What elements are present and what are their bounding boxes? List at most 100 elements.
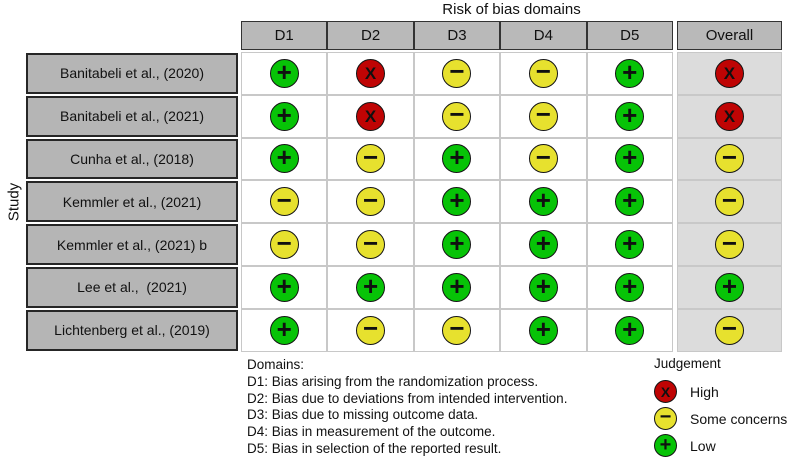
judgement-symbol: + <box>622 142 638 173</box>
judgement-legend: Judgement X High − Some concerns + Low <box>654 356 787 459</box>
column-header-d2: D2 <box>327 21 414 50</box>
judgement-cell: − <box>241 223 328 266</box>
judgement-cell: − <box>413 308 501 352</box>
footnote-line-d5: D5: Bias in selection of the reported re… <box>247 440 502 456</box>
judgement-circle-concerns: − <box>714 315 744 345</box>
judgement-circle-low: + <box>528 270 558 302</box>
judgement-cell: + <box>413 137 501 181</box>
judgement-circle-low: + <box>442 187 472 217</box>
judgement-circle-concerns: − <box>528 99 558 131</box>
judgement-symbol: + <box>535 185 551 216</box>
judgement-symbol: + <box>276 99 292 130</box>
judgement-symbol: + <box>449 142 465 173</box>
judgement-symbol: − <box>449 99 465 130</box>
judgement-cell: + <box>241 265 328 309</box>
judgement-cell: + <box>500 223 587 266</box>
legend-title: Judgement <box>654 356 721 371</box>
judgement-cell: + <box>586 180 673 224</box>
judgement-circle-low: + <box>442 272 472 302</box>
judgement-circle-concerns: − <box>442 315 472 345</box>
judgement-circle-concerns: − <box>714 227 744 260</box>
judgement-cell: + <box>586 308 673 352</box>
y-axis-label: Study <box>5 182 23 222</box>
judgement-cell: + <box>676 265 782 309</box>
judgement-symbol: − <box>362 141 379 172</box>
judgement-symbol: − <box>276 184 292 215</box>
judgement-circle-low: + <box>356 272 386 302</box>
judgement-circle-high: X <box>654 380 677 403</box>
column-header-d3: D3 <box>413 21 501 50</box>
legend-item-low: + Low <box>654 432 787 459</box>
judgement-symbol: X <box>723 106 736 126</box>
judgement-symbol: − <box>362 227 379 258</box>
judgement-symbol: X <box>364 106 377 126</box>
judgement-circle-concerns: − <box>269 230 299 260</box>
footnote-line-d4: D4: Bias in measurement of the outcome. <box>247 424 496 440</box>
judgement-symbol: + <box>449 228 465 259</box>
judgement-cell: + <box>413 223 501 266</box>
judgement-symbol: + <box>535 270 551 301</box>
judgement-circle-concerns: − <box>654 407 677 430</box>
judgement-circle-concerns: − <box>714 144 744 174</box>
judgement-symbol: − <box>535 141 551 172</box>
chart-title: Risk of bias domains <box>442 1 581 18</box>
judgement-symbol: + <box>535 313 551 344</box>
legend-item-high: X High <box>654 378 787 405</box>
judgement-circle-low: + <box>615 142 645 174</box>
judgement-circle-high: X <box>714 101 744 131</box>
legend-item-label: High <box>690 383 719 400</box>
footnote-line-d2: D2: Bias due to deviations from intended… <box>247 390 568 406</box>
column-header-overall: Overall <box>676 21 782 50</box>
judgement-cell: − <box>500 94 587 138</box>
judgement-circle-concerns: − <box>356 141 386 174</box>
judgement-symbol: X <box>660 383 671 400</box>
judgement-symbol: − <box>362 313 379 344</box>
judgement-symbol: + <box>622 185 638 216</box>
column-header-d4: D4 <box>500 21 587 50</box>
judgement-circle-low: + <box>528 313 558 345</box>
judgement-circle-low: + <box>269 313 299 345</box>
judgement-circle-high: X <box>356 101 386 131</box>
judgement-cell: − <box>500 137 587 181</box>
judgement-circle-low: + <box>269 142 299 174</box>
study-label: Lichtenberg et al., (2019) <box>26 309 238 351</box>
judgement-symbol: + <box>535 228 551 259</box>
column-header-d1: D1 <box>241 21 328 50</box>
judgement-circle-low: + <box>269 58 299 88</box>
judgement-symbol: − <box>721 227 738 258</box>
judgement-cell: − <box>676 308 782 352</box>
judgement-circle-concerns: − <box>442 58 472 88</box>
footnote-line-d3: D3: Bias due to missing outcome data. <box>247 407 479 423</box>
footnote-heading: Domains: <box>247 357 305 372</box>
judgement-cell: + <box>586 223 673 266</box>
judgement-cell: + <box>241 137 328 181</box>
judgement-cell: + <box>500 265 587 309</box>
legend-item-label: Low <box>690 437 716 454</box>
judgement-circle-concerns: − <box>356 313 386 345</box>
judgement-cell: − <box>413 52 501 95</box>
study-label: Cunha et al., (2018) <box>26 138 238 180</box>
judgement-circle-low: + <box>528 228 558 260</box>
judgement-circle-concerns: − <box>356 227 386 260</box>
judgement-symbol: − <box>721 184 738 215</box>
judgement-symbol: + <box>622 99 638 130</box>
legend-items: X High − Some concerns + Low <box>654 378 787 459</box>
judgement-symbol: − <box>535 99 551 130</box>
judgement-cell: + <box>241 52 328 95</box>
judgement-circle-high: X <box>714 58 744 88</box>
judgement-circle-concerns: − <box>269 184 299 217</box>
judgement-cell: + <box>586 52 673 95</box>
judgement-symbol: + <box>622 56 638 87</box>
judgement-symbol: + <box>276 142 292 173</box>
judgement-symbol: + <box>276 313 292 344</box>
judgement-symbol: + <box>659 433 672 456</box>
judgement-circle-concerns: − <box>442 99 472 131</box>
judgement-cell: + <box>413 180 501 224</box>
judgement-circle-low: + <box>442 228 472 260</box>
judgement-cell: + <box>241 94 328 138</box>
judgement-circle-high: X <box>356 58 386 88</box>
judgement-symbol: + <box>276 270 292 301</box>
judgement-cell: X <box>327 52 414 95</box>
judgement-circle-low: + <box>442 142 472 174</box>
